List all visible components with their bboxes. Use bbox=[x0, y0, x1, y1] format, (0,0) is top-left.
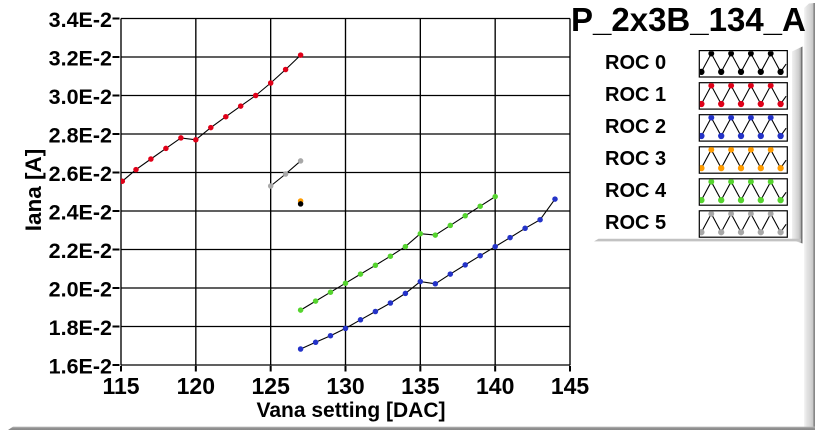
svg-text:125: 125 bbox=[252, 373, 291, 399]
svg-text:1.6E-2: 1.6E-2 bbox=[49, 355, 112, 379]
svg-text:3.4E-2: 3.4E-2 bbox=[49, 8, 112, 32]
svg-text:120: 120 bbox=[177, 373, 215, 399]
svg-text:145: 145 bbox=[551, 373, 590, 399]
svg-text:140: 140 bbox=[476, 373, 514, 399]
svg-text:Vana setting [DAC]: Vana setting [DAC] bbox=[256, 399, 445, 422]
svg-text:3.2E-2: 3.2E-2 bbox=[49, 47, 112, 71]
svg-text:Iana [A]: Iana [A] bbox=[21, 149, 46, 232]
svg-text:ROC 4: ROC 4 bbox=[605, 180, 667, 202]
svg-text:P_2x3B_134_A: P_2x3B_134_A bbox=[571, 1, 806, 38]
svg-text:ROC 3: ROC 3 bbox=[605, 148, 666, 170]
svg-text:2.6E-2: 2.6E-2 bbox=[49, 162, 112, 186]
svg-text:2.8E-2: 2.8E-2 bbox=[49, 124, 112, 148]
svg-text:115: 115 bbox=[102, 373, 139, 399]
svg-text:1.8E-2: 1.8E-2 bbox=[49, 316, 112, 340]
svg-text:2.0E-2: 2.0E-2 bbox=[49, 278, 112, 302]
svg-text:3.0E-2: 3.0E-2 bbox=[49, 85, 112, 109]
svg-text:135: 135 bbox=[401, 373, 440, 399]
svg-text:ROC 0: ROC 0 bbox=[605, 52, 666, 74]
svg-text:ROC 1: ROC 1 bbox=[605, 84, 666, 106]
svg-text:2.4E-2: 2.4E-2 bbox=[49, 201, 112, 225]
svg-text:130: 130 bbox=[326, 373, 364, 399]
svg-text:2.2E-2: 2.2E-2 bbox=[49, 239, 112, 263]
svg-text:ROC 5: ROC 5 bbox=[605, 212, 666, 234]
svg-text:ROC 2: ROC 2 bbox=[605, 116, 666, 138]
